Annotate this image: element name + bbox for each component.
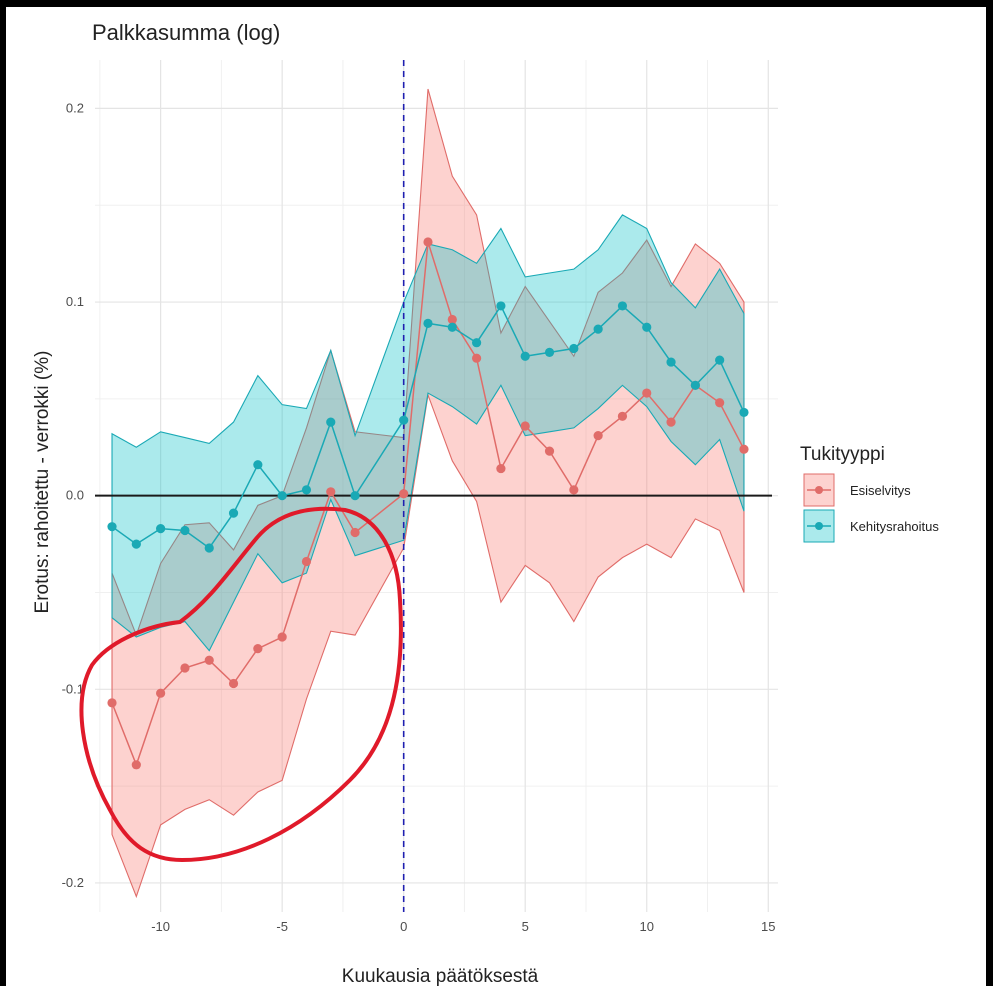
data-point	[569, 343, 579, 354]
series-lines	[111, 241, 745, 768]
data-point	[739, 444, 749, 454]
data-point	[277, 632, 287, 642]
data-point	[107, 522, 117, 532]
x-tick-label: 0	[400, 919, 407, 934]
data-point	[326, 417, 336, 427]
data-point	[156, 688, 166, 698]
data-point	[253, 460, 263, 470]
data-point	[350, 491, 360, 501]
x-tick-label: -10	[151, 919, 170, 934]
data-point	[666, 357, 676, 367]
chart-title: Palkkasumma (log)	[92, 20, 280, 45]
data-point	[301, 556, 312, 567]
x-tick-label: 10	[640, 919, 654, 934]
x-tick-label: 5	[522, 919, 529, 934]
frame-left-border	[0, 0, 6, 986]
data-point	[642, 388, 652, 398]
data-point	[472, 353, 482, 363]
data-point	[447, 322, 457, 332]
y-tick-label: 0.0	[66, 488, 84, 503]
y-tick-label: -0.2	[62, 875, 84, 890]
tick-labels: -10 -5 0 5 10 15 -0.2 -0.1 0.0 0.1 0.2	[62, 100, 776, 934]
data-point	[228, 678, 239, 689]
data-point	[617, 411, 628, 421]
data-point	[520, 421, 530, 431]
legend-key-point	[815, 486, 823, 494]
data-point	[496, 463, 506, 474]
data-point	[690, 380, 700, 390]
legend-key-point	[815, 522, 823, 530]
legend: Tukityyppi Esiselvitys Kehitysrahoitus	[800, 444, 939, 543]
data-point	[204, 543, 214, 553]
data-point	[107, 698, 117, 708]
series-line-esiselvitys	[111, 241, 745, 768]
confidence-band-kehitysrahoitus	[111, 214, 745, 652]
data-point	[715, 398, 725, 408]
data-point	[301, 485, 312, 495]
data-point	[423, 237, 433, 247]
data-point	[228, 508, 239, 518]
y-tick-label: 0.2	[66, 100, 84, 115]
data-point	[180, 525, 190, 536]
data-point	[180, 663, 190, 673]
x-tick-label: 15	[761, 919, 775, 934]
legend-title: Tukityyppi	[800, 444, 885, 465]
data-point	[715, 355, 725, 365]
data-point	[350, 527, 360, 538]
data-point	[593, 324, 603, 334]
x-axis-label: Kuukausia päätöksestä	[342, 966, 539, 986]
y-tick-label: -0.1	[62, 681, 84, 696]
series-points	[107, 237, 749, 770]
legend-label: Kehitysrahoitus	[850, 519, 939, 534]
data-point	[472, 338, 482, 348]
data-point	[569, 485, 579, 495]
data-point	[156, 524, 166, 534]
series-line-kehitysrahoitus	[111, 304, 745, 550]
legend-label: Esiselvitys	[850, 483, 911, 498]
data-point	[447, 314, 457, 325]
x-tick-label: -5	[276, 919, 288, 934]
data-point	[326, 487, 336, 497]
data-point	[617, 301, 628, 311]
confidence-band-esiselvitys	[111, 88, 745, 899]
data-point	[399, 489, 409, 499]
data-point	[204, 655, 214, 665]
data-point	[739, 407, 749, 418]
frame-top-border	[0, 0, 993, 7]
data-point	[642, 322, 652, 332]
y-tick-label: 0.1	[66, 294, 84, 309]
data-point	[544, 446, 555, 456]
data-point	[253, 644, 263, 654]
y-axis-label: Erotus: rahoitettu - verrokki (%)	[32, 351, 53, 614]
data-point	[496, 301, 506, 311]
data-point	[666, 417, 676, 427]
data-point	[399, 415, 409, 425]
data-point	[423, 318, 433, 328]
annotation-circle	[79, 506, 403, 862]
data-point	[131, 539, 141, 549]
data-point	[277, 491, 287, 501]
confidence-bands	[111, 88, 745, 899]
data-point	[544, 347, 555, 357]
data-point	[520, 351, 530, 361]
frame-right-border	[986, 0, 993, 986]
data-point	[131, 760, 141, 770]
data-point	[593, 431, 603, 441]
